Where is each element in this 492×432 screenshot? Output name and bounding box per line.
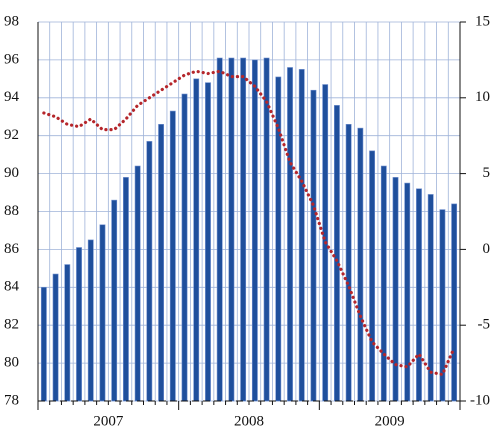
bar (123, 177, 129, 402)
y-tick-label: 88 (4, 203, 19, 219)
bar (345, 124, 352, 402)
y2-tick-label: 0 (483, 241, 491, 257)
y2-tick-label: -10 (470, 392, 490, 408)
x-tick-label: 2009 (375, 413, 405, 429)
line (42, 69, 456, 377)
y-tick-label: 98 (4, 13, 19, 29)
bar (240, 57, 247, 402)
y-tick-label: 82 (4, 317, 19, 333)
y2-tick-label: -5 (478, 317, 491, 333)
bar (99, 224, 106, 402)
bar (146, 141, 153, 402)
bar (404, 182, 411, 402)
bar (158, 124, 164, 402)
y2-tick-label: 10 (475, 89, 490, 105)
bar (451, 203, 458, 402)
bar (64, 264, 71, 402)
bar (263, 57, 270, 402)
y-tick-label: 84 (4, 279, 20, 295)
bar (287, 67, 293, 402)
y-tick-label: 80 (4, 355, 19, 371)
bar (169, 110, 176, 402)
y2-tick-label: 5 (483, 165, 491, 181)
bar (251, 59, 258, 402)
y-tick-label: 92 (4, 127, 19, 143)
x-tick-label: 2008 (234, 413, 264, 429)
y-tick-label: 90 (4, 165, 19, 181)
bar (357, 127, 364, 402)
bar (380, 165, 387, 402)
bar (298, 69, 305, 402)
bar (181, 93, 188, 402)
bar (427, 194, 434, 402)
bar (275, 76, 282, 402)
bar (392, 177, 399, 402)
bar (439, 209, 446, 402)
bar (216, 57, 223, 402)
bar (134, 165, 141, 402)
bar (111, 199, 118, 402)
bar (76, 247, 82, 402)
bar (310, 89, 317, 402)
bar (40, 286, 47, 402)
bar (228, 57, 235, 402)
bar (87, 239, 94, 402)
y-tick-label: 94 (4, 89, 20, 105)
bar (334, 105, 340, 402)
y-tick-label: 86 (4, 241, 20, 257)
bar (369, 150, 375, 402)
bar (205, 82, 211, 402)
bar (416, 188, 422, 402)
bar (52, 273, 59, 402)
y2-tick-label: 15 (475, 13, 490, 29)
x-tick-label: 2007 (93, 413, 124, 429)
y-tick-label: 96 (4, 51, 20, 67)
y-tick-label: 78 (4, 392, 19, 408)
bar (193, 78, 200, 402)
